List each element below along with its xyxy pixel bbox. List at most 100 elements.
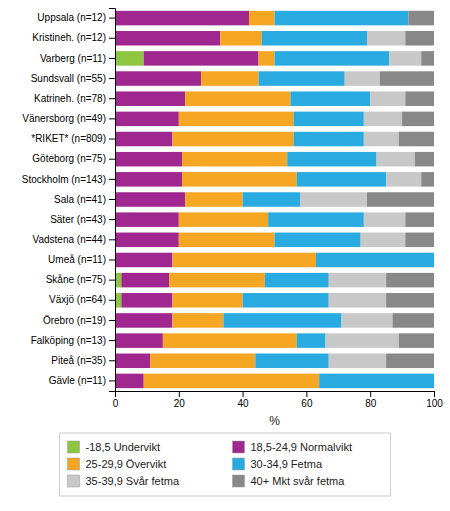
- bar: [223, 313, 341, 328]
- bar: [150, 354, 255, 369]
- tick: Skåne (n=75): [46, 274, 115, 285]
- bars: [115, 11, 434, 388]
- tick-label: Sundsvall (n=55): [31, 73, 106, 84]
- bar: [386, 293, 434, 308]
- tick-mark: [109, 380, 115, 381]
- bar: [115, 172, 182, 187]
- bar: [172, 253, 316, 268]
- bar: [294, 132, 364, 147]
- tick: Umeå (n=11): [48, 254, 115, 265]
- tick: 20: [174, 391, 186, 409]
- bar: [345, 71, 380, 86]
- tick: *RIKET* (n=809): [31, 133, 115, 144]
- tick-label: 100: [426, 398, 443, 409]
- bar: [367, 31, 405, 46]
- bar: [243, 293, 329, 308]
- bar: [115, 11, 249, 26]
- bar: [115, 51, 144, 66]
- tick: 100: [426, 391, 443, 409]
- bar: [121, 293, 172, 308]
- bar: [405, 212, 434, 227]
- bar: [434, 253, 435, 268]
- legend: -18,5 Undervikt18,5-24,9 Normalvikt25-29…: [60, 433, 391, 496]
- tick: Kristineh. (n=12): [32, 32, 115, 43]
- axis-line: [109, 9, 116, 392]
- tick-mark: [109, 38, 115, 39]
- bar: [163, 333, 297, 348]
- legend-label: 30-34,9 Fetma: [251, 458, 323, 470]
- tick: Varberg (n=11): [40, 53, 115, 64]
- tick-mark: [109, 159, 115, 160]
- tick-label: Vänersborg (n=49): [22, 113, 106, 124]
- bar: [415, 152, 434, 167]
- bar: [115, 152, 182, 167]
- bar-series: [223, 11, 434, 388]
- bar: [115, 313, 172, 328]
- tick: Säter (n=43): [50, 214, 115, 225]
- legend-item: 25-29,9 Övervikt: [68, 458, 167, 470]
- tick-label: Växjö (n=64): [49, 294, 106, 305]
- bar: [329, 273, 386, 288]
- bar: [268, 212, 364, 227]
- bar: [319, 374, 434, 389]
- bar: [364, 132, 399, 147]
- bar: [389, 51, 421, 66]
- tick: Gävle (n=11): [49, 375, 115, 386]
- tick-label: Uppsala (n=12): [37, 12, 106, 23]
- tick-label: Vadstena (n=44): [33, 234, 106, 245]
- bar: [408, 11, 434, 26]
- tick-mark: [109, 118, 115, 119]
- chart: 020406080100Uppsala (n=12)Kristineh. (n=…: [0, 0, 450, 511]
- tick-label: Sala (n=41): [54, 194, 106, 205]
- tick-mark: [109, 18, 115, 19]
- bar: [364, 112, 402, 127]
- tick-label: 60: [301, 398, 313, 409]
- bar: [172, 132, 293, 147]
- bar: [405, 91, 434, 106]
- bar: [179, 212, 268, 227]
- tick: Sundsvall (n=55): [31, 73, 115, 84]
- bar: [275, 51, 390, 66]
- bar: [259, 71, 345, 86]
- bar: [361, 233, 406, 248]
- bar: [265, 273, 329, 288]
- tick-label: Skåne (n=75): [46, 274, 106, 285]
- legend-item: -18,5 Undervikt: [68, 441, 161, 453]
- bar: [341, 313, 392, 328]
- bar: [182, 172, 297, 187]
- bar: [144, 374, 319, 389]
- tick-mark: [109, 78, 115, 79]
- legend-item: 30-34,9 Fetma: [233, 458, 323, 470]
- tick-mark: [109, 179, 115, 180]
- axis-line: [116, 392, 435, 398]
- tick-mark: [109, 219, 115, 220]
- bar: [434, 374, 435, 389]
- bar: [220, 31, 261, 46]
- tick: Katrineh. (n=78): [34, 93, 115, 104]
- legend-label: 40+ Mkt svår fetma: [251, 475, 346, 487]
- bar: [259, 51, 275, 66]
- bar: [326, 333, 399, 348]
- bar: [367, 192, 434, 207]
- bar: [399, 333, 434, 348]
- bar: [115, 253, 172, 268]
- tick-label: Katrineh. (n=78): [34, 93, 106, 104]
- tick-label: Göteborg (n=75): [32, 153, 106, 164]
- bar: [243, 192, 300, 207]
- legend-swatch: [233, 458, 245, 470]
- legend-swatch: [68, 475, 80, 487]
- bar: [386, 273, 434, 288]
- tick-label: Umeå (n=11): [48, 254, 106, 265]
- bar: [300, 192, 367, 207]
- bar: [434, 253, 435, 268]
- bar: [115, 354, 150, 369]
- tick-label: Varberg (n=11): [40, 53, 106, 64]
- legend-swatch: [68, 458, 80, 470]
- tick-mark: [109, 320, 115, 321]
- tick-mark: [109, 360, 115, 361]
- bar-series: [144, 11, 319, 388]
- bar: [399, 132, 434, 147]
- tick: Piteå (n=35): [51, 355, 115, 366]
- tick-label: Örebro (n=19): [43, 315, 106, 326]
- tick-mark: [109, 300, 115, 301]
